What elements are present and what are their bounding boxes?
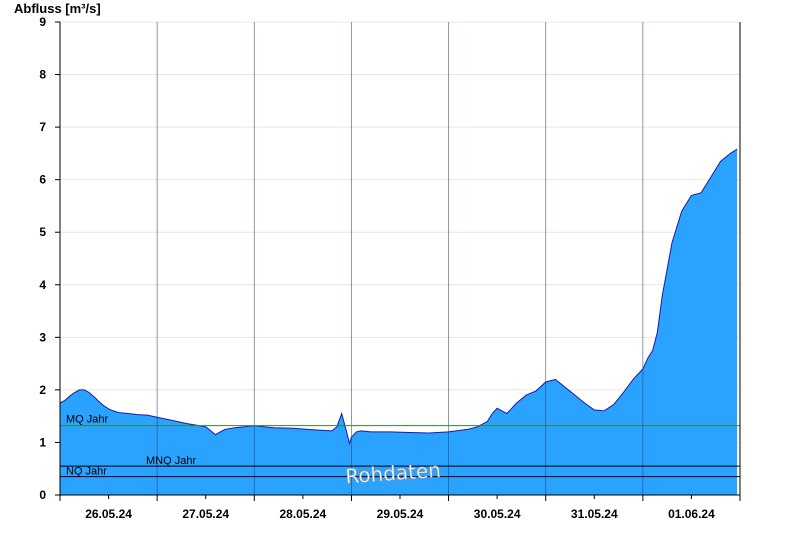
axes: [55, 21, 741, 501]
reference-label-0: MQ Jahr: [66, 414, 109, 426]
x-tick-label: 01.06.24: [668, 507, 715, 521]
y-tick-label: 1: [39, 435, 46, 449]
discharge-line: [59, 148, 738, 446]
x-tick-label: 30.05.24: [474, 507, 521, 521]
y-tick-label: 0: [39, 488, 46, 502]
reference-label-2: NQ Jahr: [66, 466, 107, 478]
reference-lines: MQ Jahr MNQ Jahr NQ Jahr: [60, 414, 740, 478]
day-dividers: [156, 22, 644, 495]
x-tick-label: 27.05.24: [182, 507, 229, 521]
gridlines: [60, 21, 740, 443]
raw-data-watermark: Rohdaten: [344, 458, 441, 489]
y-tick-label: 2: [39, 383, 46, 397]
discharge-area: [59, 148, 738, 495]
y-tick-label: 5: [39, 225, 46, 239]
x-tick-label: 31.05.24: [571, 507, 618, 521]
y-axis-title: Abfluss [m³/s]: [14, 1, 101, 16]
x-tick-label: 26.05.24: [85, 507, 132, 521]
x-tick-labels: 26.05.24 27.05.24 28.05.24 29.05.24 30.05.24…: [85, 507, 715, 521]
discharge-fill: [60, 149, 738, 495]
reference-label-1: MNQ Jahr: [146, 455, 196, 467]
y-tick-label: 9: [39, 15, 46, 29]
y-tick-label: 4: [39, 278, 46, 292]
y-tick-label: 7: [39, 120, 46, 134]
y-tick-labels: 0 1 2 3 4 5 6 7 8 9: [39, 15, 46, 502]
x-tick-label: 29.05.24: [377, 507, 424, 521]
y-tick-label: 3: [39, 330, 46, 344]
y-tick-label: 6: [39, 173, 46, 187]
y-tick-label: 8: [39, 68, 46, 82]
x-tick-label: 28.05.24: [279, 507, 326, 521]
